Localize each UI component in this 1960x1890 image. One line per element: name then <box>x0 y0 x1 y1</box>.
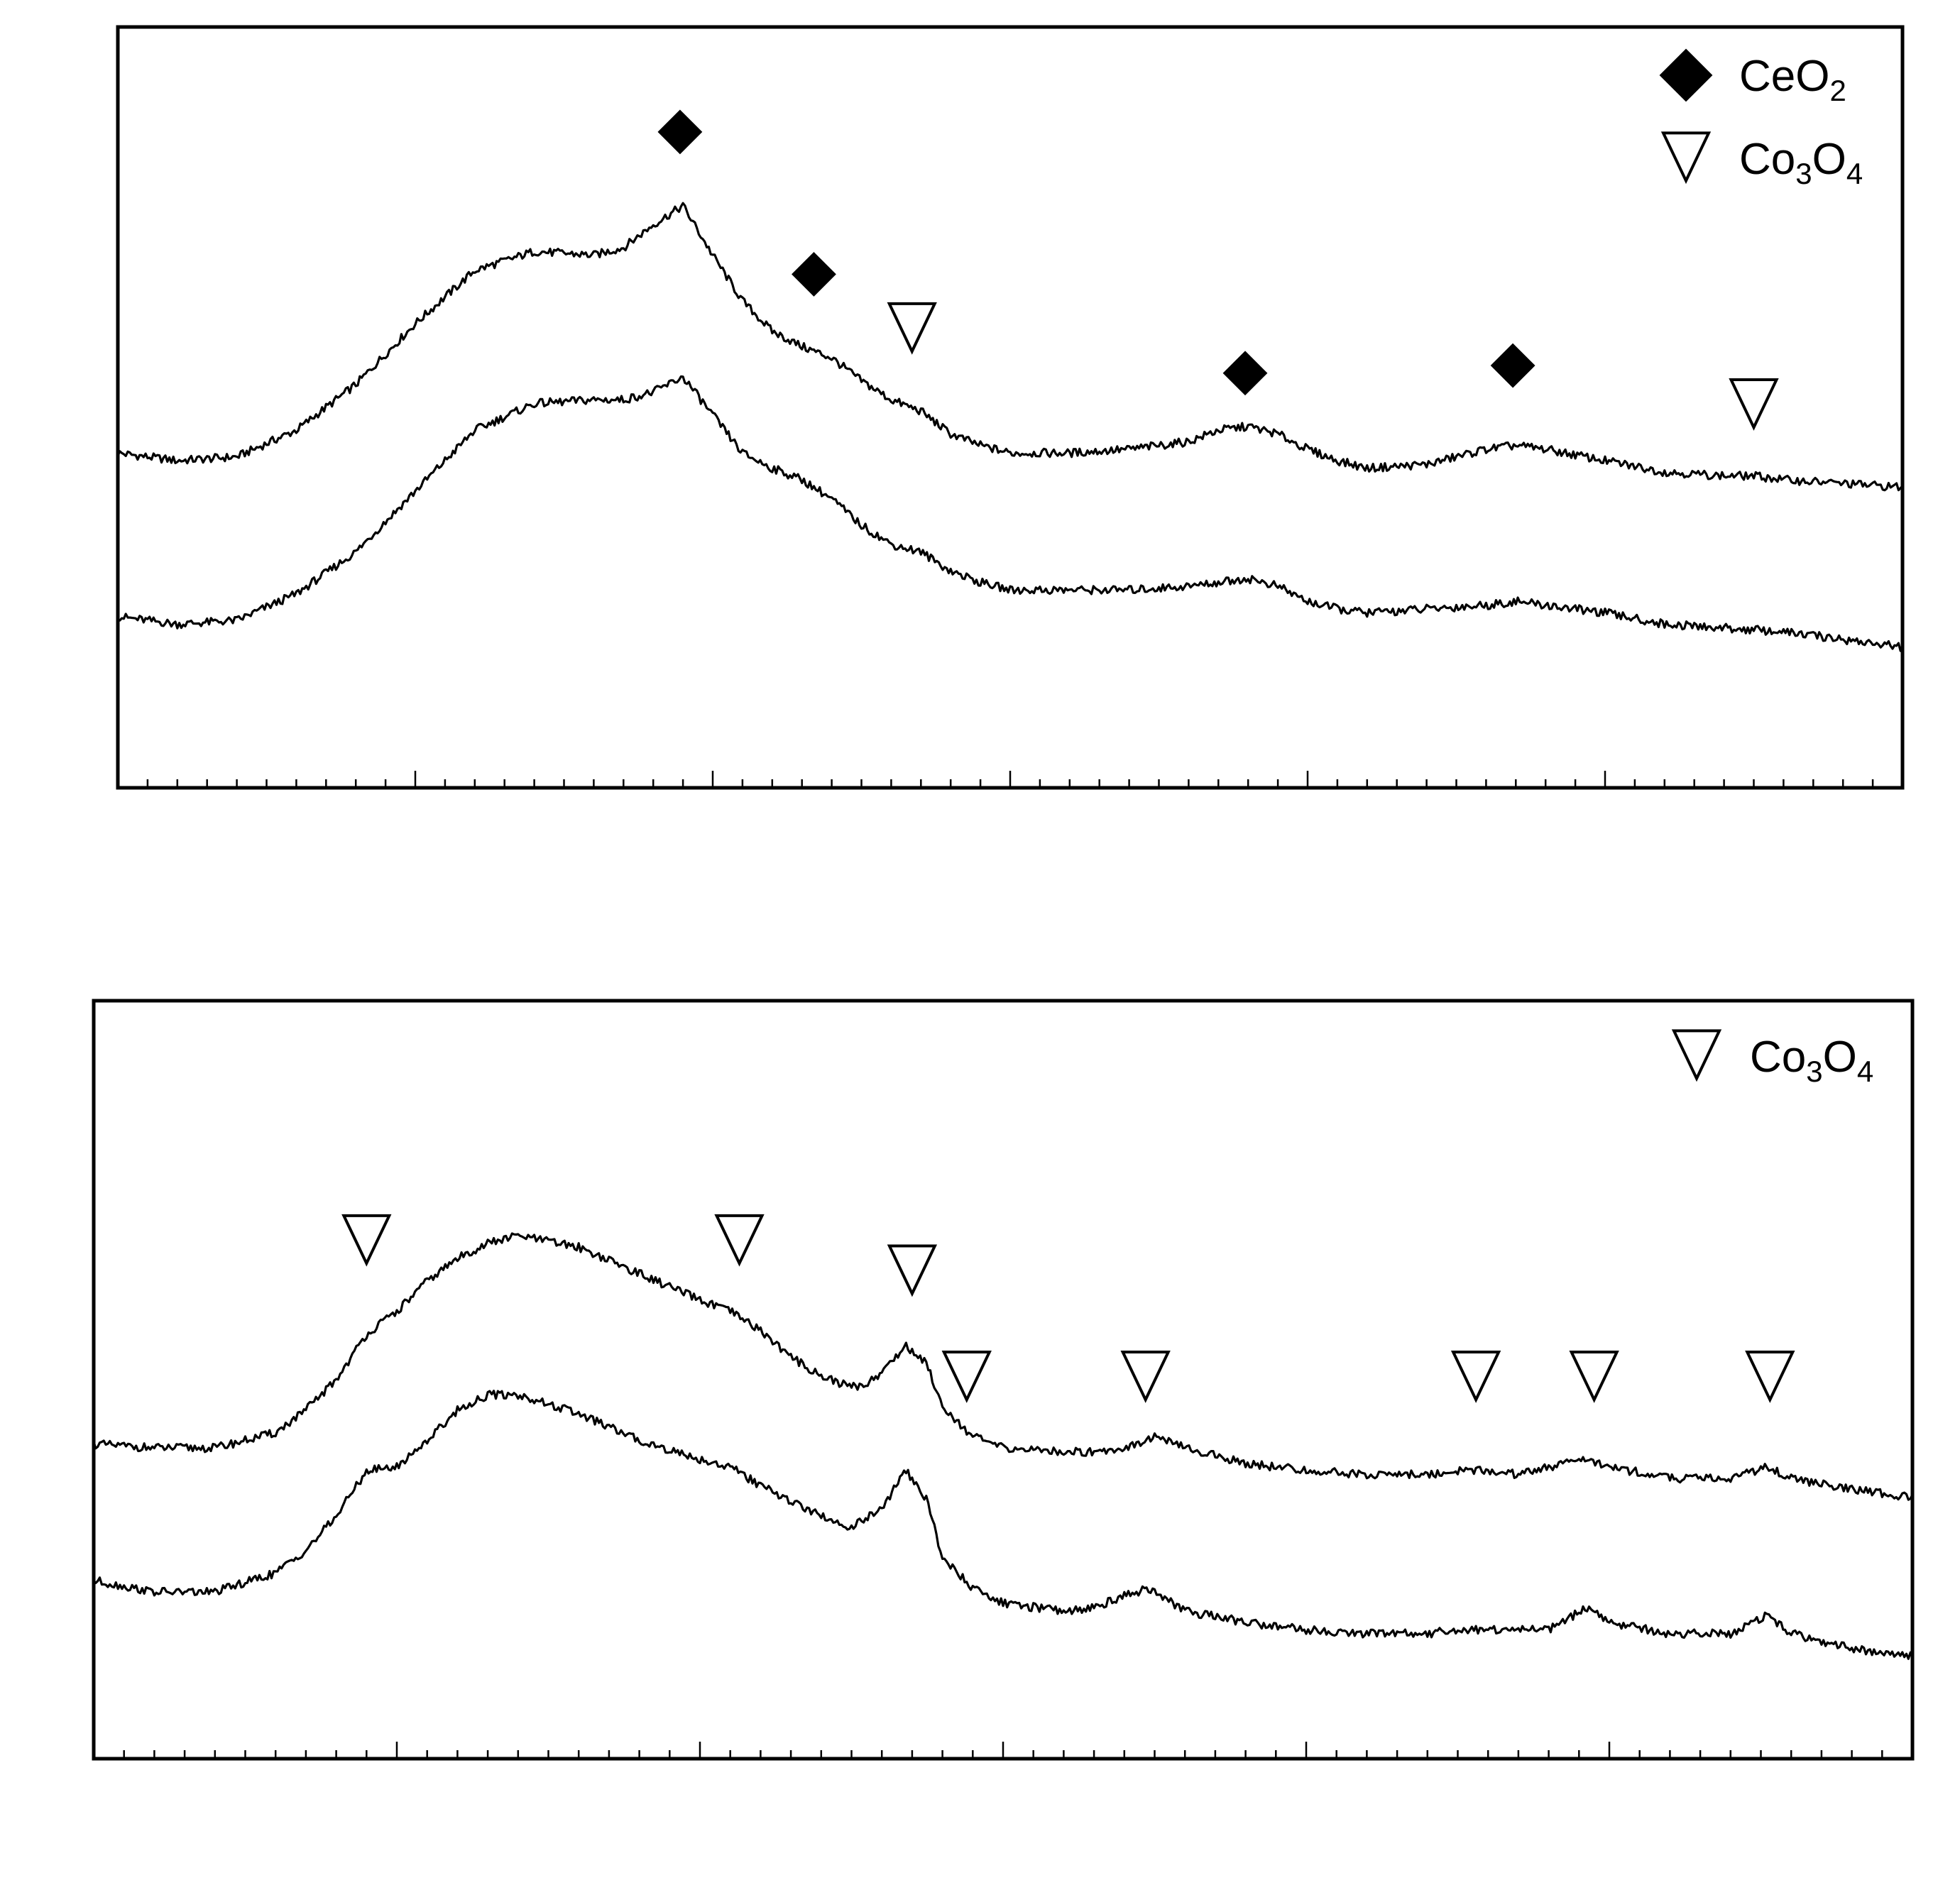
legend-subscript: 3 <box>1795 157 1812 190</box>
legend-item: Co3O4 <box>1660 131 1863 190</box>
legend-subscript: 4 <box>1846 157 1863 190</box>
ceo2-peak-marker <box>792 251 836 297</box>
legend-formula: CeO <box>1739 52 1829 101</box>
ceo2-peak-marker <box>1490 343 1535 388</box>
legend-formula: O <box>1812 135 1846 184</box>
co3o4-peak-marker <box>887 302 937 355</box>
co3o4-peak-marker <box>714 1214 765 1267</box>
co3o4-peak-marker <box>1569 1351 1619 1403</box>
legend-subscript: 2 <box>1829 74 1846 107</box>
legend-formula: O <box>1823 1033 1857 1082</box>
co3o4-peak-marker <box>1745 1351 1795 1403</box>
ceo2-peak-marker <box>657 109 703 155</box>
co3o4-peak-marker <box>1120 1351 1171 1403</box>
co3o4-peak-marker <box>1729 378 1779 431</box>
legend-item: CeO2 <box>1659 48 1846 107</box>
legend-label: Co3O4 <box>1739 135 1863 190</box>
co3o4-peak-marker <box>941 1351 992 1403</box>
legend-triangle-icon <box>1671 1029 1722 1082</box>
plot-frame <box>92 999 1915 1761</box>
ceo2-peak-marker <box>1222 351 1268 396</box>
legend-formula: Co <box>1739 135 1795 184</box>
series-br-line <box>116 375 1904 652</box>
legend-item: Co3O4 <box>1671 1029 1873 1088</box>
plot-frame <box>116 25 1905 790</box>
legend-diamond-icon <box>1659 48 1713 102</box>
legend-triangle-icon <box>1660 131 1712 185</box>
series-br-line <box>92 1390 1914 1660</box>
co3o4-peak-marker <box>341 1214 392 1267</box>
legend-label: Co3O4 <box>1750 1033 1873 1088</box>
legend-subscript: 3 <box>1806 1055 1822 1088</box>
legend-formula: Co <box>1750 1033 1806 1082</box>
legend-label: CeO2 <box>1739 52 1846 107</box>
panel-b: Co3O4 <box>92 999 1915 1761</box>
series-ar-line <box>116 202 1904 492</box>
co3o4-peak-marker <box>887 1244 938 1297</box>
legend-subscript: 4 <box>1857 1055 1873 1088</box>
co3o4-peak-marker <box>1450 1351 1501 1403</box>
series-ar-line <box>92 1232 1914 1501</box>
panel-a: CeO2 Co3O4 <box>116 25 1905 790</box>
